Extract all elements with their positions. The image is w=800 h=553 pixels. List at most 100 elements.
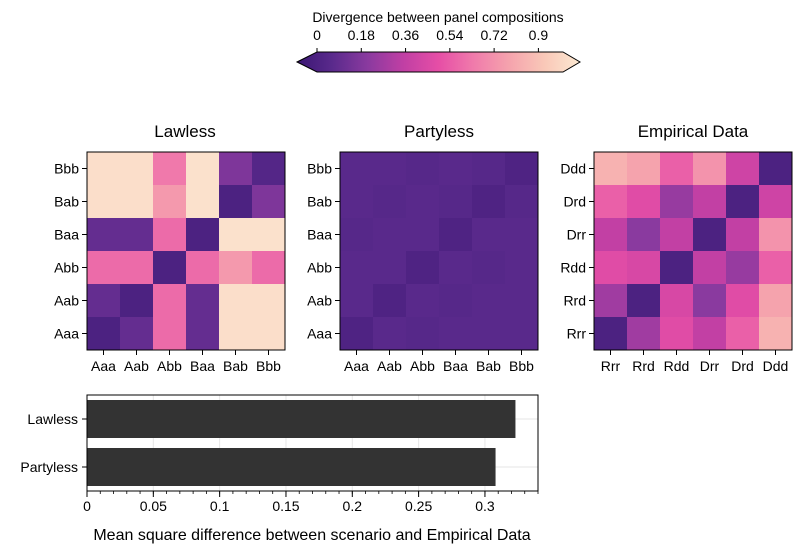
heatmap-cell: [373, 152, 407, 186]
heatmap-frame: [86, 151, 286, 351]
y-tick-label: Bab: [54, 194, 79, 210]
x-tick-label: Bab: [476, 358, 501, 374]
heatmap-cell: [406, 284, 440, 318]
colorbar-tick-label: 0.36: [392, 27, 419, 43]
bar-chart: Mean square difference between scenario …: [20, 394, 539, 544]
x-tick-label: 0.15: [272, 498, 299, 514]
heatmap-cell: [693, 251, 727, 285]
y-tick-label: Abb: [54, 260, 79, 276]
heatmap-cell: [660, 251, 694, 285]
heatmap-cell: [726, 218, 760, 252]
heatmap-cell: [627, 251, 661, 285]
heatmap-cell: [219, 251, 253, 285]
heatmap-cell: [87, 284, 121, 318]
heatmap-cell: [153, 317, 187, 351]
bar: [87, 448, 496, 486]
heatmap-cell: [219, 152, 253, 186]
x-tick-label: Aaa: [344, 358, 369, 374]
y-tick-label: Bab: [307, 194, 332, 210]
heatmap-cell: [219, 185, 253, 219]
heatmap-cell: [373, 185, 407, 219]
colorbar-tick-label: 0.18: [348, 27, 375, 43]
heatmap-cell: [153, 218, 187, 252]
heatmap-cell: [120, 152, 154, 186]
heatmap-empirical-data: Empirical Data Ddd Drd Drr Rdd Rrd Rrr Rrr Rrd R…: [560, 122, 793, 374]
x-tick-label: Abb: [410, 358, 435, 374]
x-tick-label: Aab: [377, 358, 402, 374]
heatmap-cell: [373, 251, 407, 285]
heatmap-cell: [340, 152, 374, 186]
heatmap-cell: [472, 218, 506, 252]
y-tick-label: Aab: [307, 293, 332, 309]
bar-category-label: Lawless: [27, 411, 78, 427]
heatmap-cell: [186, 218, 220, 252]
heatmap-cell: [406, 317, 440, 351]
heatmap-cell: [439, 152, 473, 186]
heatmap-cell: [505, 152, 539, 186]
heatmap-cell: [505, 317, 539, 351]
x-tick-label: Bab: [223, 358, 248, 374]
heatmap-cell: [406, 218, 440, 252]
heatmap-cell: [252, 185, 286, 219]
heatmap-cell: [439, 251, 473, 285]
colorbar: Divergence between panel compositions 0 0…: [295, 9, 581, 73]
y-tick-label: Aaa: [307, 326, 332, 342]
heatmap-cell: [505, 218, 539, 252]
heatmap-cell: [472, 317, 506, 351]
colorbar-title: Divergence between panel compositions: [312, 9, 563, 25]
heatmap-cell: [153, 251, 187, 285]
y-tick-label: Aaa: [54, 326, 79, 342]
heatmap-cell: [660, 284, 694, 318]
heatmap-cell: [373, 284, 407, 318]
heatmap-cell: [660, 317, 694, 351]
bar: [87, 400, 516, 438]
heatmap-cell: [759, 284, 793, 318]
heatmap-cell: [594, 317, 628, 351]
heatmap-cell: [340, 317, 374, 351]
x-tick-label: 0: [83, 498, 91, 514]
heatmap-title-partyless: Partyless: [404, 122, 474, 141]
heatmap-cell: [693, 185, 727, 219]
y-tick-label: Baa: [54, 227, 79, 243]
heatmap-cell: [120, 218, 154, 252]
colorbar-gradient: [295, 51, 581, 73]
heatmap-cell: [153, 152, 187, 186]
y-tick-label: Ddd: [560, 161, 586, 177]
heatmap-cell: [186, 152, 220, 186]
heatmap-cell: [726, 152, 760, 186]
x-tick-label: Baa: [443, 358, 468, 374]
heatmap-cell: [373, 317, 407, 351]
heatmap-cell: [340, 218, 374, 252]
heatmap-cell: [726, 251, 760, 285]
heatmap-cell: [219, 284, 253, 318]
heatmap-cell: [627, 185, 661, 219]
heatmap-cell: [594, 152, 628, 186]
x-tick-label: 0.25: [405, 498, 432, 514]
x-tick-label: 0.05: [140, 498, 167, 514]
heatmap-cell: [759, 251, 793, 285]
heatmap-cell: [252, 317, 286, 351]
heatmap-cell: [252, 218, 286, 252]
y-tick-label: Abb: [307, 260, 332, 276]
x-tick-label: Rdd: [664, 358, 690, 374]
heatmap-lawless: Lawless Bbb Bab Baa Abb Aab Aaa Aaa Aab Abb Baa Ba…: [54, 122, 286, 374]
heatmap-cell: [219, 218, 253, 252]
heatmap-cell: [594, 251, 628, 285]
heatmap-cell: [505, 251, 539, 285]
heatmap-title-lawless: Lawless: [154, 122, 215, 141]
heatmap-cell: [120, 185, 154, 219]
heatmap-cell: [87, 152, 121, 186]
heatmap-cell: [660, 185, 694, 219]
x-tick-label: Aaa: [91, 358, 116, 374]
heatmap-cell: [505, 185, 539, 219]
heatmap-cell: [693, 152, 727, 186]
x-tick-label: Drr: [700, 358, 720, 374]
bar-chart-frame: [86, 394, 539, 492]
heatmap-cell: [186, 284, 220, 318]
heatmap-cell: [219, 317, 253, 351]
y-tick-label: Rrr: [567, 326, 587, 342]
heatmap-cell: [439, 218, 473, 252]
heatmap-cell: [87, 218, 121, 252]
heatmap-cell: [252, 152, 286, 186]
